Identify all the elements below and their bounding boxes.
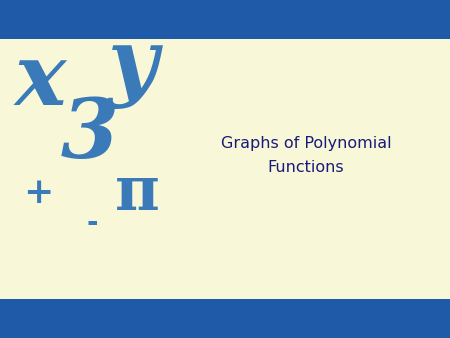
Text: +: + <box>23 176 54 210</box>
Text: x: x <box>15 39 66 123</box>
Text: y: y <box>108 26 158 110</box>
Text: π: π <box>115 163 160 223</box>
Text: -: - <box>86 210 98 237</box>
Circle shape <box>0 138 189 252</box>
Text: Graphs of Polynomial
Functions: Graphs of Polynomial Functions <box>220 136 392 175</box>
Text: 3: 3 <box>61 95 119 175</box>
